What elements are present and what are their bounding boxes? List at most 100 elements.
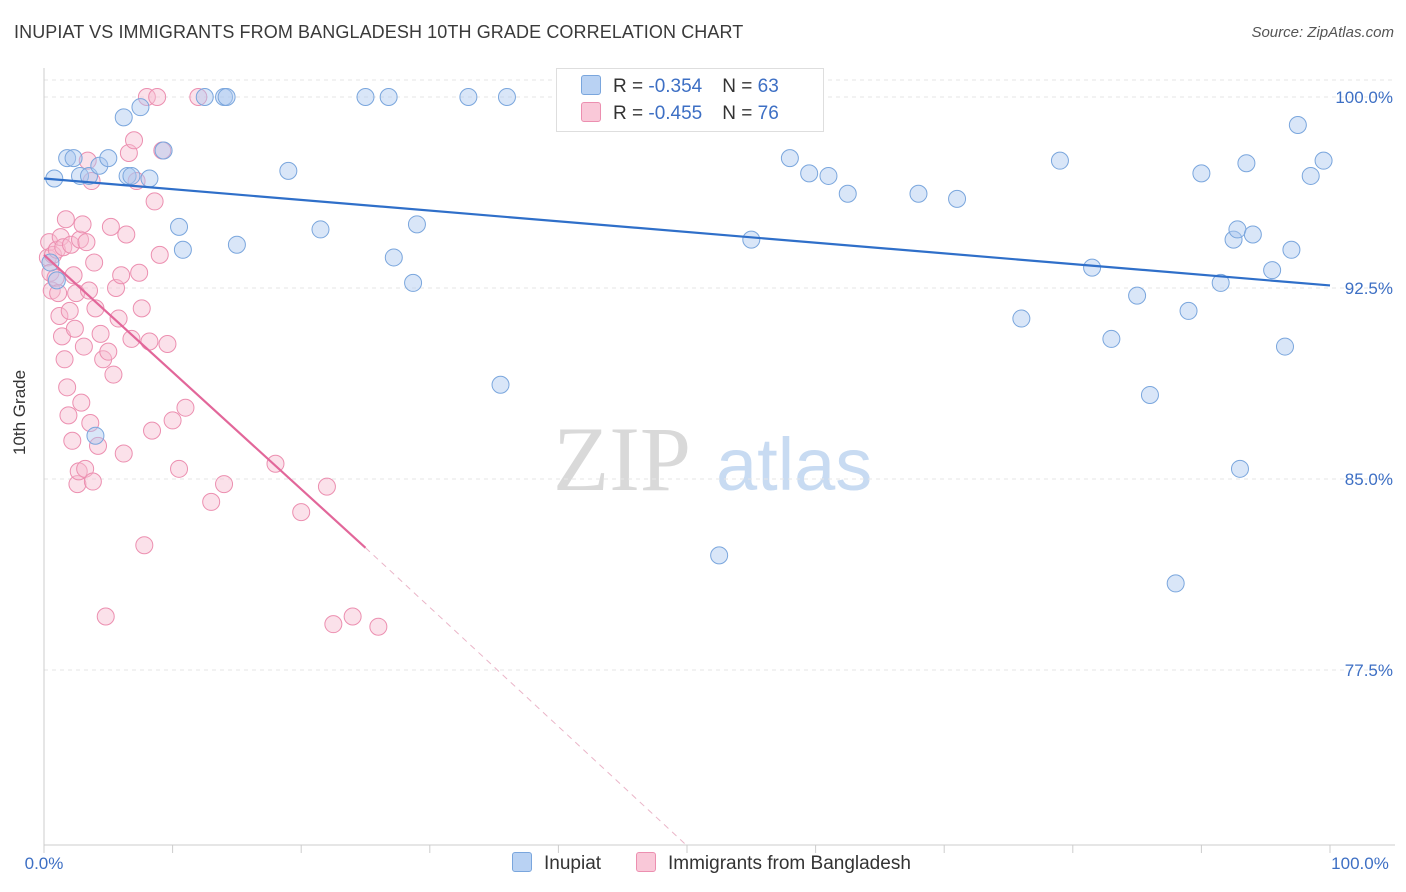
point-bangladesh <box>50 307 69 326</box>
bottom-legend-inupiat: Inupiat <box>512 852 601 875</box>
point-bangladesh <box>72 393 91 412</box>
point-bangladesh <box>83 472 102 491</box>
trendline-bangladesh <box>43 254 367 549</box>
point-bangladesh <box>170 459 189 478</box>
point-bangladesh <box>99 342 118 361</box>
point-bangladesh <box>369 617 388 636</box>
point-inupiat <box>384 248 403 267</box>
point-inupiat <box>1263 261 1282 280</box>
y-tick-label: 77.5% <box>1345 661 1393 680</box>
point-bangladesh <box>96 607 115 626</box>
point-inupiat <box>279 161 298 180</box>
point-bangladesh <box>60 301 79 320</box>
point-inupiat <box>140 169 159 188</box>
point-inupiat <box>1230 459 1249 478</box>
point-bangladesh <box>112 266 131 285</box>
point-inupiat <box>742 230 761 249</box>
point-inupiat <box>407 215 426 234</box>
legend-r-label: R = <box>613 76 649 97</box>
point-bangladesh <box>55 350 74 369</box>
point-bangladesh <box>189 88 208 106</box>
point-bangladesh <box>114 444 133 463</box>
point-inupiat <box>1211 273 1230 292</box>
point-inupiat <box>1102 329 1121 348</box>
point-inupiat <box>459 88 478 106</box>
point-bangladesh <box>317 477 336 496</box>
point-inupiat <box>170 217 189 236</box>
point-inupiat <box>710 546 729 565</box>
source-label: Source: ZipAtlas.com <box>1251 24 1394 41</box>
point-inupiat <box>1301 166 1320 185</box>
point-inupiat <box>800 164 819 183</box>
point-bangladesh <box>150 245 169 264</box>
point-bangladesh <box>145 192 164 211</box>
point-inupiat <box>311 220 330 239</box>
point-inupiat <box>1224 230 1243 249</box>
point-bangladesh <box>140 332 159 351</box>
point-bangladesh <box>158 335 177 354</box>
point-bangladesh <box>202 492 221 511</box>
point-inupiat <box>1179 301 1198 320</box>
legend-n-label: N = <box>722 76 758 97</box>
point-bangladesh <box>117 225 136 244</box>
point-bangladesh <box>135 536 154 555</box>
point-inupiat <box>404 273 423 292</box>
point-bangladesh <box>343 607 362 626</box>
point-inupiat <box>90 156 109 175</box>
point-bangladesh <box>101 217 120 236</box>
point-inupiat <box>114 108 133 127</box>
point-inupiat <box>948 189 967 208</box>
point-inupiat <box>122 166 141 185</box>
bottom-legend-bangladesh: Immigrants from Bangladesh <box>636 852 911 875</box>
point-bangladesh <box>58 378 77 397</box>
y-axis-label: 10th Grade <box>10 369 29 455</box>
point-bangladesh <box>63 431 82 450</box>
bottom-legend-label-inupiat: Inupiat <box>544 853 602 874</box>
point-inupiat <box>1237 154 1256 173</box>
point-inupiat <box>1166 574 1185 593</box>
legend-swatch-bangladesh <box>581 102 601 122</box>
point-inupiat <box>195 88 214 106</box>
point-bangladesh <box>80 281 99 300</box>
point-inupiat <box>1140 385 1159 404</box>
point-inupiat <box>227 235 246 254</box>
point-bangladesh <box>148 88 167 106</box>
bottom-legend-swatch-bangladesh <box>636 852 656 872</box>
point-bangladesh <box>215 475 234 494</box>
point-bangladesh <box>137 88 156 106</box>
x-tick-label-max: 100.0% <box>1331 854 1389 873</box>
point-bangladesh <box>104 365 123 384</box>
point-bangladesh <box>85 253 104 272</box>
point-inupiat <box>1228 220 1247 239</box>
point-bangladesh <box>56 210 75 229</box>
watermark-atlas: atlas <box>716 423 872 506</box>
legend-box: R = -0.354 N = 63 R = -0.455 N = 76 <box>556 68 824 132</box>
point-inupiat <box>909 184 928 203</box>
point-bangladesh <box>266 454 285 473</box>
point-bangladesh <box>62 235 81 254</box>
point-bangladesh <box>109 309 128 328</box>
point-inupiat <box>491 375 510 394</box>
point-inupiat <box>1050 151 1069 170</box>
point-inupiat <box>819 166 838 185</box>
point-inupiat <box>86 426 105 445</box>
legend-row-inupiat: R = -0.354 N = 63 <box>581 75 779 101</box>
point-inupiat <box>1314 151 1333 170</box>
point-bangladesh <box>77 233 96 252</box>
legend-n-value-inupiat: 63 <box>757 76 779 97</box>
point-inupiat <box>154 141 173 160</box>
trendline-inupiat <box>43 177 1331 287</box>
point-inupiat <box>47 271 66 290</box>
point-bangladesh <box>78 151 97 170</box>
point-bangladesh <box>122 329 141 348</box>
legend-r-value-inupiat: -0.354 <box>648 76 703 97</box>
chart-title: INUPIAT VS IMMIGRANTS FROM BANGLADESH 10… <box>14 22 744 42</box>
point-bangladesh <box>163 411 182 430</box>
point-bangladesh <box>41 263 60 282</box>
legend-n-value-bangladesh: 76 <box>757 103 779 124</box>
point-inupiat <box>356 88 375 106</box>
point-inupiat <box>173 240 192 259</box>
point-inupiat <box>838 184 857 203</box>
point-inupiat <box>131 98 150 117</box>
legend-row-bangladesh: R = -0.455 N = 76 <box>581 102 779 128</box>
